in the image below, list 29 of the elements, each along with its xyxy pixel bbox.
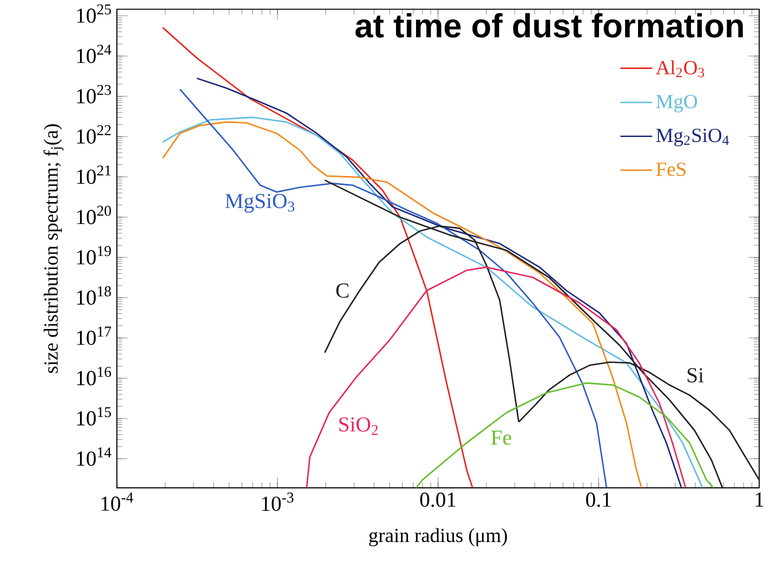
- y-tick-label: 10$^{18}$: [77, 286, 111, 305]
- y-tick-label: 10$^{24}$: [77, 44, 112, 64]
- series-label: Si: [688, 368, 704, 383]
- x-tick-label: 10$^{-3}$: [262, 492, 294, 512]
- legend-label: FeS: [656, 162, 686, 176]
- chart-title: at time of dust formation: [356, 13, 743, 38]
- x-tick-label: 1: [756, 492, 764, 507]
- y-tick-label: 10$^{25}$: [77, 4, 111, 23]
- x-tick-label: 0.01: [420, 492, 456, 508]
- y-tick-label: 10$^{17}$: [77, 326, 112, 346]
- series-label: Fe: [491, 430, 512, 445]
- legend-label: Mg$_{2}$SiO$_{4}$: [656, 128, 729, 146]
- x-tick-label: 0.1: [586, 492, 611, 508]
- series-label: SiO$_{2}$: [339, 417, 378, 436]
- series-label: MgSiO$_{3}$: [225, 194, 294, 213]
- y-tick-label: 10$^{23}$: [77, 85, 111, 104]
- y-tick-label: 10$^{19}$: [77, 246, 111, 265]
- legend-label: Al$_{2}$O$_{3}$: [656, 60, 704, 78]
- y-tick-label: 10$^{21}$: [77, 166, 111, 184]
- y-axis-title: size distribution spectrum; f$_{j}$(a): [44, 124, 64, 374]
- legend-label: MgO: [656, 94, 698, 113]
- x-axis-title: grain radius (μm): [369, 528, 507, 546]
- series-label: C: [336, 284, 348, 298]
- y-tick-label: 10$^{22}$: [77, 125, 111, 144]
- x-tick-label: 10$^{-4}$: [102, 492, 134, 512]
- y-tick-label: 10$^{16}$: [77, 367, 112, 386]
- y-tick-label: 10$^{15}$: [77, 407, 111, 426]
- y-tick-label: 10$^{20}$: [77, 206, 111, 224]
- y-tick-label: 10$^{14}$: [77, 448, 112, 466]
